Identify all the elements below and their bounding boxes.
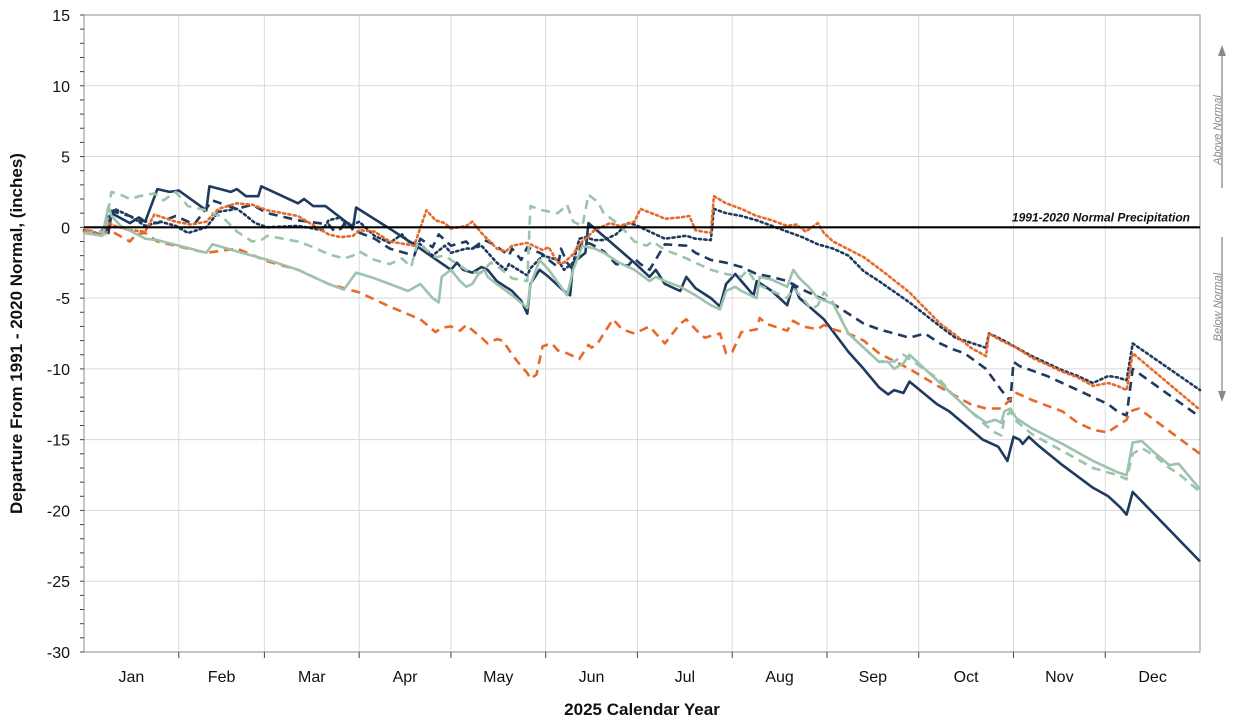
y-tick-label: 10 [52, 79, 70, 96]
x-tick-label: Mar [298, 669, 326, 686]
down-arrowhead-icon [1218, 391, 1226, 402]
x-tick-label: Dec [1138, 669, 1166, 686]
x-tick-label: Nov [1045, 669, 1073, 686]
series-line-4 [83, 228, 1201, 455]
series-line-6 [83, 204, 1201, 491]
above-normal-indicator: Above Normal [1212, 45, 1226, 188]
y-tick-label: 15 [52, 8, 70, 25]
y-tick-label: -5 [56, 291, 70, 308]
plot-area [83, 14, 1201, 653]
series-layer [82, 185, 1202, 563]
y-tick-label: -25 [47, 574, 70, 591]
series-line-7 [83, 190, 1201, 493]
y-tick-label: -20 [47, 503, 70, 520]
x-axis-ticks: Jan Feb Mar Apr May Jun Jul Aug Sep Oct Nov Dec [118, 652, 1167, 686]
y-tick-label: -15 [47, 433, 70, 450]
x-axis-title: 2025 Calendar Year [564, 700, 720, 719]
x-tick-label: Apr [393, 669, 419, 686]
y-tick-label: -10 [47, 362, 70, 379]
x-tick-label: Jul [675, 669, 695, 686]
x-tick-label: Oct [954, 669, 979, 686]
x-tick-label: Sep [859, 669, 888, 686]
below-normal-indicator: Below Normal [1212, 237, 1226, 402]
x-tick-label: May [483, 669, 513, 686]
above-normal-label: Above Normal [1212, 95, 1224, 166]
series-line-1 [83, 185, 1201, 563]
x-tick-label: Feb [208, 669, 236, 686]
below-normal-label: Below Normal [1212, 272, 1224, 341]
y-tick-label: 5 [61, 150, 70, 167]
grid-lines [84, 14, 1200, 653]
x-tick-label: Jun [579, 669, 605, 686]
normal-precipitation-label: 1991-2020 Normal Precipitation [1012, 210, 1190, 224]
x-tick-label: Jan [118, 669, 144, 686]
plot-frame [83, 14, 1201, 653]
x-tick-label: Aug [765, 669, 793, 686]
up-arrowhead-icon [1218, 45, 1226, 56]
y-axis-ticks: 15 10 5 0 -5 -10 -15 -20 -25 -30 [47, 8, 84, 662]
y-tick-label: 0 [61, 220, 70, 237]
series-line-3 [82, 207, 1202, 392]
y-tick-label: -30 [47, 645, 70, 662]
series-line-2 [83, 199, 1201, 419]
y-axis-title: Departure From 1991 - 2020 Normal, (inch… [7, 153, 26, 514]
series-line-5 [82, 194, 1202, 412]
